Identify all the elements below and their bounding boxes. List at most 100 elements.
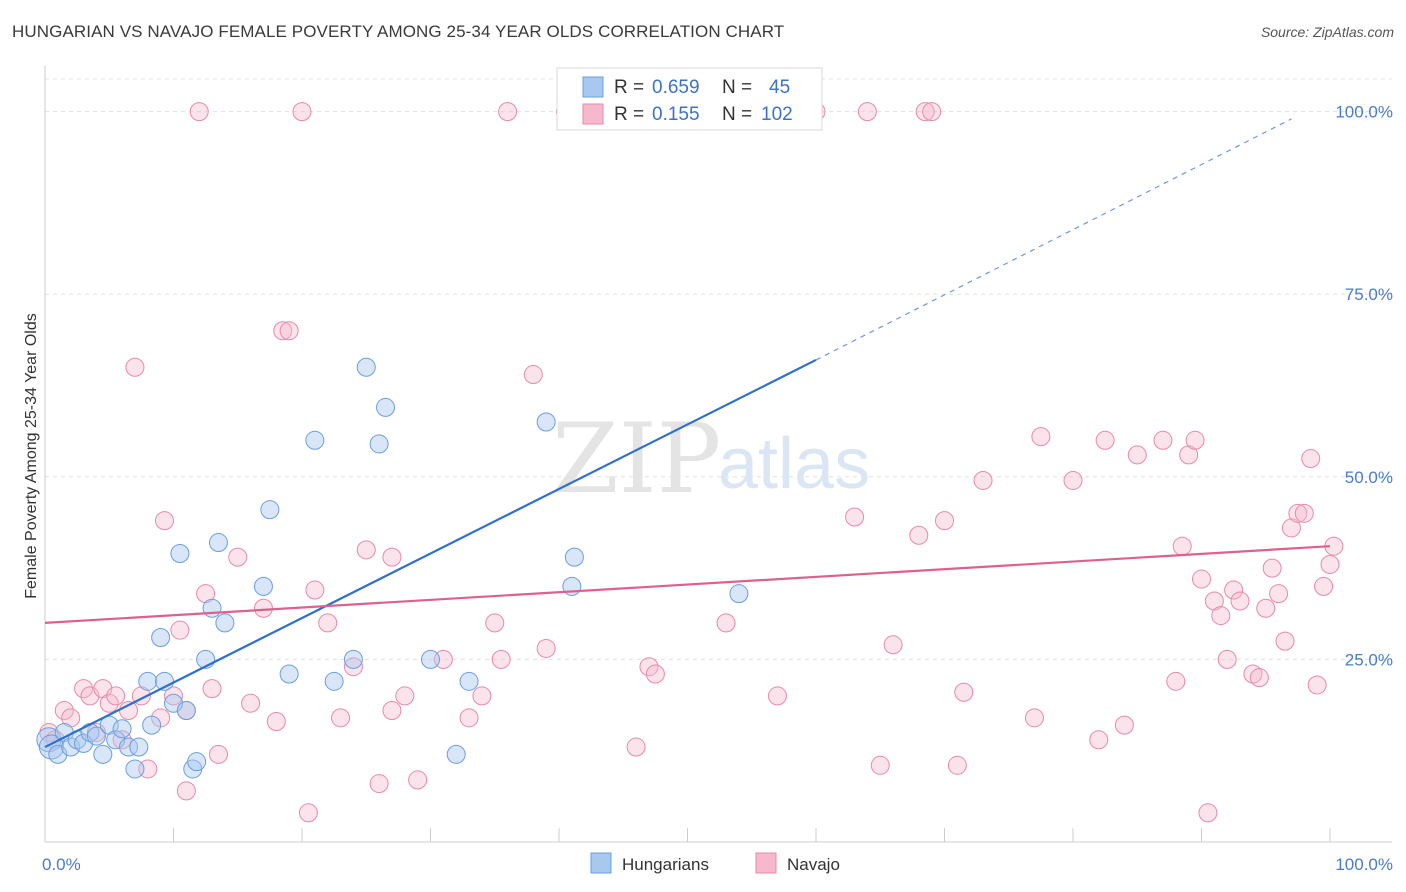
point-navajo-23 — [202, 679, 222, 699]
point-navajo-83 — [1217, 649, 1237, 669]
point-navajo-32 — [298, 803, 318, 823]
point-navajo-55 — [716, 613, 736, 633]
trendline-hungarians-extension — [815, 118, 1292, 361]
x-tick-label-min: 0.0% — [42, 855, 81, 874]
point-navajo-70 — [1089, 730, 1109, 750]
y-tick-label-100: 100.0% — [1335, 103, 1393, 122]
axis-layer: 25.0% 50.0% 75.0% 100.0% 0.0% 100.0% — [42, 66, 1393, 874]
point-navajo-21 — [189, 102, 209, 122]
point-navajo-82 — [1211, 606, 1231, 626]
point-navajo-78 — [1185, 430, 1205, 450]
point-hungarians-41 — [536, 412, 556, 432]
point-hungarians-44 — [729, 584, 749, 604]
bottom-legend-swatch-navajo — [755, 852, 777, 874]
legend-r-label-hungarians: R = — [614, 77, 644, 98]
point-hungarians-29 — [253, 576, 273, 596]
point-hungarians-34 — [343, 649, 363, 669]
legend-r-value-navajo: 0.155 — [652, 104, 700, 125]
point-hungarians-28 — [215, 613, 235, 633]
point-navajo-84 — [1224, 580, 1244, 600]
point-hungarians-31 — [279, 664, 299, 684]
point-navajo-46 — [485, 613, 505, 633]
point-hungarians-27 — [208, 533, 228, 553]
watermark: ZIP atlas — [552, 403, 870, 515]
y-tick-label-25: 25.0% — [1345, 650, 1393, 669]
point-hungarians-40 — [446, 744, 466, 764]
point-navajo-42 — [408, 770, 428, 790]
point-hungarians-12 — [112, 719, 132, 739]
point-navajo-12 — [125, 357, 145, 377]
point-navajo-33 — [305, 580, 325, 600]
point-navajo-59 — [870, 755, 890, 775]
point-hungarians-43 — [564, 547, 584, 567]
legend-r-value-hungarians: 0.659 — [652, 77, 700, 98]
point-navajo-63 — [935, 511, 954, 531]
point-hungarians-39 — [459, 671, 479, 691]
point-hungarians-15 — [129, 737, 149, 757]
point-navajo-67 — [1024, 708, 1044, 728]
series-navajo — [39, 102, 1344, 823]
point-navajo-53 — [639, 657, 659, 677]
point-navajo-79 — [1192, 569, 1211, 589]
point-navajo-73 — [1127, 445, 1147, 465]
point-navajo-47 — [491, 649, 511, 669]
point-navajo-48 — [498, 102, 518, 122]
point-navajo-76 — [1172, 536, 1192, 556]
point-navajo-17 — [164, 686, 183, 706]
point-navajo-72 — [1114, 715, 1134, 735]
point-navajo-94 — [1294, 503, 1314, 523]
y-axis-label: Female Poverty Among 25-34 Year Olds — [23, 313, 40, 599]
legend-n-value-navajo: 102 — [761, 104, 793, 125]
point-hungarians-18 — [151, 627, 171, 647]
bottom-legend-label-navajo: Navajo — [787, 855, 840, 874]
point-hungarians-17 — [142, 715, 162, 735]
legend-box: R = 0.659 N = 45 R = 0.155 N = 102 — [556, 67, 823, 131]
point-navajo-24 — [208, 744, 228, 764]
point-navajo-65 — [954, 682, 974, 702]
point-hungarians-13 — [119, 737, 139, 757]
point-navajo-28 — [266, 711, 286, 731]
point-navajo-20 — [176, 781, 196, 801]
trendline-hungarians — [44, 358, 817, 749]
point-hungarians-9 — [93, 744, 113, 764]
point-navajo-61 — [909, 525, 929, 545]
legend-n-label-hungarians: N = — [722, 77, 752, 98]
point-hungarians-8 — [86, 726, 106, 746]
point-navajo-97 — [1314, 576, 1334, 596]
point-navajo-49 — [523, 365, 543, 385]
point-navajo-75 — [1166, 671, 1186, 691]
point-navajo-38 — [369, 774, 389, 794]
point-navajo-85 — [1230, 591, 1250, 611]
legend-r-label-navajo: R = — [614, 104, 644, 125]
point-hungarians-26 — [202, 598, 222, 618]
point-navajo-37 — [356, 540, 376, 560]
point-navajo-9 — [106, 686, 126, 706]
point-navajo-62 — [915, 102, 935, 122]
point-navajo-26 — [241, 693, 261, 713]
point-hungarians-37 — [376, 397, 396, 417]
point-navajo-74 — [1153, 430, 1173, 450]
point-navajo-98 — [1320, 554, 1340, 574]
x-tick-label-max: 100.0% — [1335, 855, 1393, 874]
point-navajo-69 — [1063, 470, 1083, 490]
point-navajo-95 — [1301, 449, 1321, 469]
legend-swatch-hungarians — [582, 76, 604, 98]
point-hungarians-14 — [125, 759, 145, 779]
point-navajo-57 — [845, 507, 865, 527]
grid-layer — [45, 78, 1392, 660]
point-navajo-2 — [54, 701, 74, 721]
legend-n-label-navajo: N = — [722, 104, 752, 125]
point-navajo-39 — [382, 547, 402, 567]
y-tick-label-50: 50.0% — [1345, 468, 1393, 487]
point-hungarians-35 — [356, 357, 376, 377]
chart-title: HUNGARIAN VS NAVAJO FEMALE POVERTY AMONG… — [12, 22, 785, 41]
point-navajo-91 — [1275, 631, 1295, 651]
point-navajo-52 — [626, 737, 646, 757]
point-hungarians-30 — [260, 500, 280, 520]
point-hungarians-33 — [324, 671, 344, 691]
legend-n-value-hungarians: 45 — [769, 77, 790, 98]
point-hungarians-32 — [305, 430, 325, 450]
point-navajo-58 — [857, 102, 877, 122]
bottom-legend: Hungarians Navajo — [590, 852, 840, 874]
